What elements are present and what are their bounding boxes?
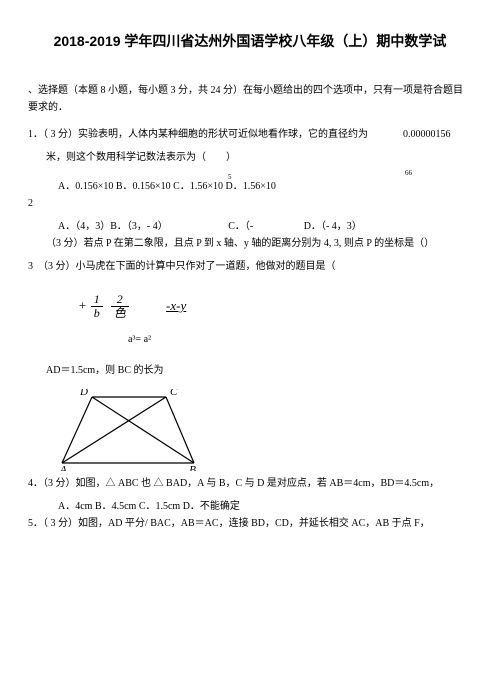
q3-mid: -x-y: [166, 298, 186, 313]
q3-frac1: 1 b: [91, 293, 103, 320]
question-2-lead: 2: [28, 195, 472, 212]
q3-frac2-bot: 色: [111, 307, 129, 320]
q1-opt-exp: 5: [228, 172, 232, 184]
question-4: 4．（3 分）如图，△ ABC 也 △ BAD，A 与 B，C 与 D 是对应点…: [28, 475, 472, 492]
q2-line2: （3 分）若点 P 在第二象限，且点 P 到 x 轴、y 轴的距离分别为 4, …: [28, 235, 472, 252]
svg-text:A: A: [59, 464, 67, 471]
figure-trapezoid: D C A B: [54, 389, 472, 471]
question-3: 3 （3 分）小马虎在下面的计算中只作对了一道题，他做对的题目是（: [28, 258, 472, 275]
exam-page: 2018-2019 学年四川省达州外国语学校八年级（上）期中数学试 、选择题（本…: [0, 0, 500, 558]
q1-text: 1．（ 3 分）实验表明，人体内某种细胞的形状可近似地看作球，它的直径约为: [28, 129, 368, 140]
ad-text: AD＝1.5cm，则 BC 的长为: [28, 362, 472, 379]
q1-opts-text: A．0.156×10 B．0.156×10 C．1.56×10 D．1.56×1…: [58, 178, 276, 195]
q1-line2: 米，则这个数用科学记数法表示为（ ）: [28, 149, 472, 166]
svg-text:D: D: [79, 389, 88, 398]
svg-text:B: B: [189, 464, 196, 471]
q2-opts-ab: A．（4，3）B．（3，- 4）: [58, 218, 168, 235]
q3-frac1-bot: b: [91, 307, 103, 320]
q2-options-line1: A．（4，3）B．（3，- 4） C．（- D．（- 4，3）: [28, 218, 472, 235]
q3-frac2: 2 色: [111, 293, 129, 320]
q2-opt-c: C．（-: [228, 218, 253, 235]
question-1: 1．（ 3 分）实验表明，人体内某种细胞的形状可近似地看作球，它的直径约为 0.…: [28, 126, 472, 143]
q3-frac2-top: 2: [111, 293, 129, 307]
q3-math-line: + 1 b 2 色 -x-y: [78, 293, 472, 320]
q2-opt-d: D．（- 4，3）: [304, 218, 362, 235]
q1-options: A．0.156×10 B．0.156×10 C．1.56×10 D．1.56×1…: [28, 178, 472, 195]
q3-math-line2: a³= a²: [128, 331, 472, 348]
q1-exp-right: 66: [405, 169, 412, 177]
trapezoid-svg: D C A B: [54, 389, 204, 471]
section-instruction: 、选择题（本题 8 小题，每小题 3 分，共 24 分）在每小题给出的四个选项中…: [28, 82, 472, 116]
q1-number: 0.00000156: [403, 129, 451, 140]
q3-plus: +: [78, 298, 87, 313]
question-5: 5．（ 3 分）如图，AD 平分/ BAC，AB＝AC，连接 BD，CD，并延长…: [28, 515, 472, 532]
page-title: 2018-2019 学年四川省达州外国语学校八年级（上）期中数学试: [28, 30, 472, 54]
q3-frac1-top: 1: [91, 293, 103, 307]
q4-options: A．4cm B．4.5cm C．1.5cm D．不能确定: [28, 498, 472, 515]
svg-text:C: C: [170, 389, 178, 398]
